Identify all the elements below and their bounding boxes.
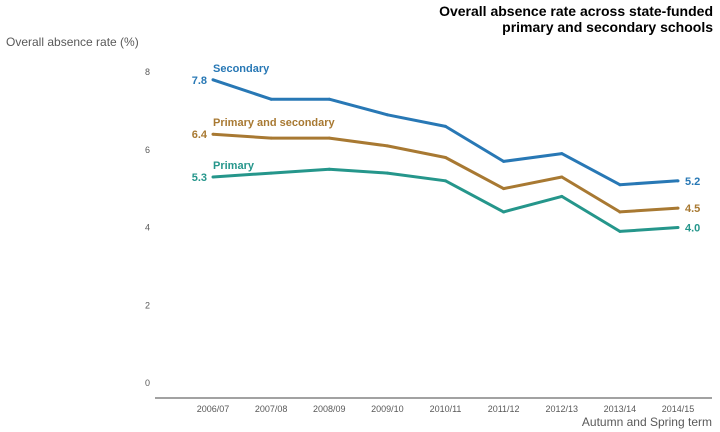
series-line [212,78,679,187]
data-point [560,194,564,198]
series-1: Secondary 7.8 5.2 [192,63,701,188]
x-tick-label: 2007/08 [255,404,288,414]
y-tick-label: 2 [145,300,150,310]
start-value-label: 7.8 [192,75,207,87]
data-point [327,167,331,171]
series-name-label: Primary [213,160,255,172]
end-value-label: 4.5 [685,203,700,215]
data-point [618,229,622,233]
data-point [385,113,389,117]
x-tick-label: 2009/10 [371,404,404,414]
data-point [385,171,389,175]
data-point [560,175,564,179]
data-point [676,179,680,183]
y-tick-label: 0 [145,378,150,388]
data-point [676,206,680,210]
data-point [502,187,506,191]
y-tick-label: 8 [145,67,150,77]
data-point [676,226,680,229]
x-tick-label: 2014/15 [662,404,695,414]
series-name-label: Primary and secondary [213,117,336,129]
chart-title-line-2: primary and secondary schools [502,19,713,35]
data-point [618,210,622,214]
data-point [211,78,215,82]
y-tick-label: 6 [145,145,150,155]
data-point [269,171,273,175]
x-tick-labels: 2006/07 2007/08 2008/09 2009/10 2010/11 2011/… [197,404,695,414]
data-point [444,156,447,160]
start-value-label: 5.3 [192,172,207,184]
x-tick-label: 2010/11 [430,404,462,414]
data-point [502,210,506,214]
data-point [269,97,273,101]
end-value-label: 5.2 [685,176,700,188]
data-point [269,136,273,140]
series-3: Primary 5.3 4.0 [192,160,701,235]
y-tick-label: 4 [145,223,150,233]
x-tick-label: 2008/09 [313,404,346,414]
start-value-label: 6.4 [192,129,208,141]
data-point [502,159,506,163]
data-point [385,144,389,148]
data-point [444,124,447,128]
data-point [444,179,447,183]
x-tick-label: 2006/07 [197,404,230,414]
y-axis-label: Overall absence rate (%) [6,35,139,49]
series-name-label: Secondary [213,63,270,75]
data-point [327,97,331,101]
series-layer: Secondary 7.8 5.2 Primary and secondary 6.4 4… [192,63,701,235]
data-point [211,132,215,136]
end-value-label: 4.0 [685,223,700,235]
data-point [327,136,331,140]
y-tick-labels: 0 2 4 6 8 [145,67,150,388]
x-tick-label: 2013/14 [604,404,637,414]
data-point [211,175,215,179]
series-2: Primary and secondary 6.4 4.5 [192,117,701,215]
chart-title-line-1: Overall absence rate across state-funded [439,3,713,19]
x-tick-label: 2012/13 [545,404,578,414]
data-point [618,183,622,187]
x-tick-label: 2011/12 [488,404,520,414]
data-point [560,152,564,156]
x-axis-label: Autumn and Spring term [582,415,712,429]
